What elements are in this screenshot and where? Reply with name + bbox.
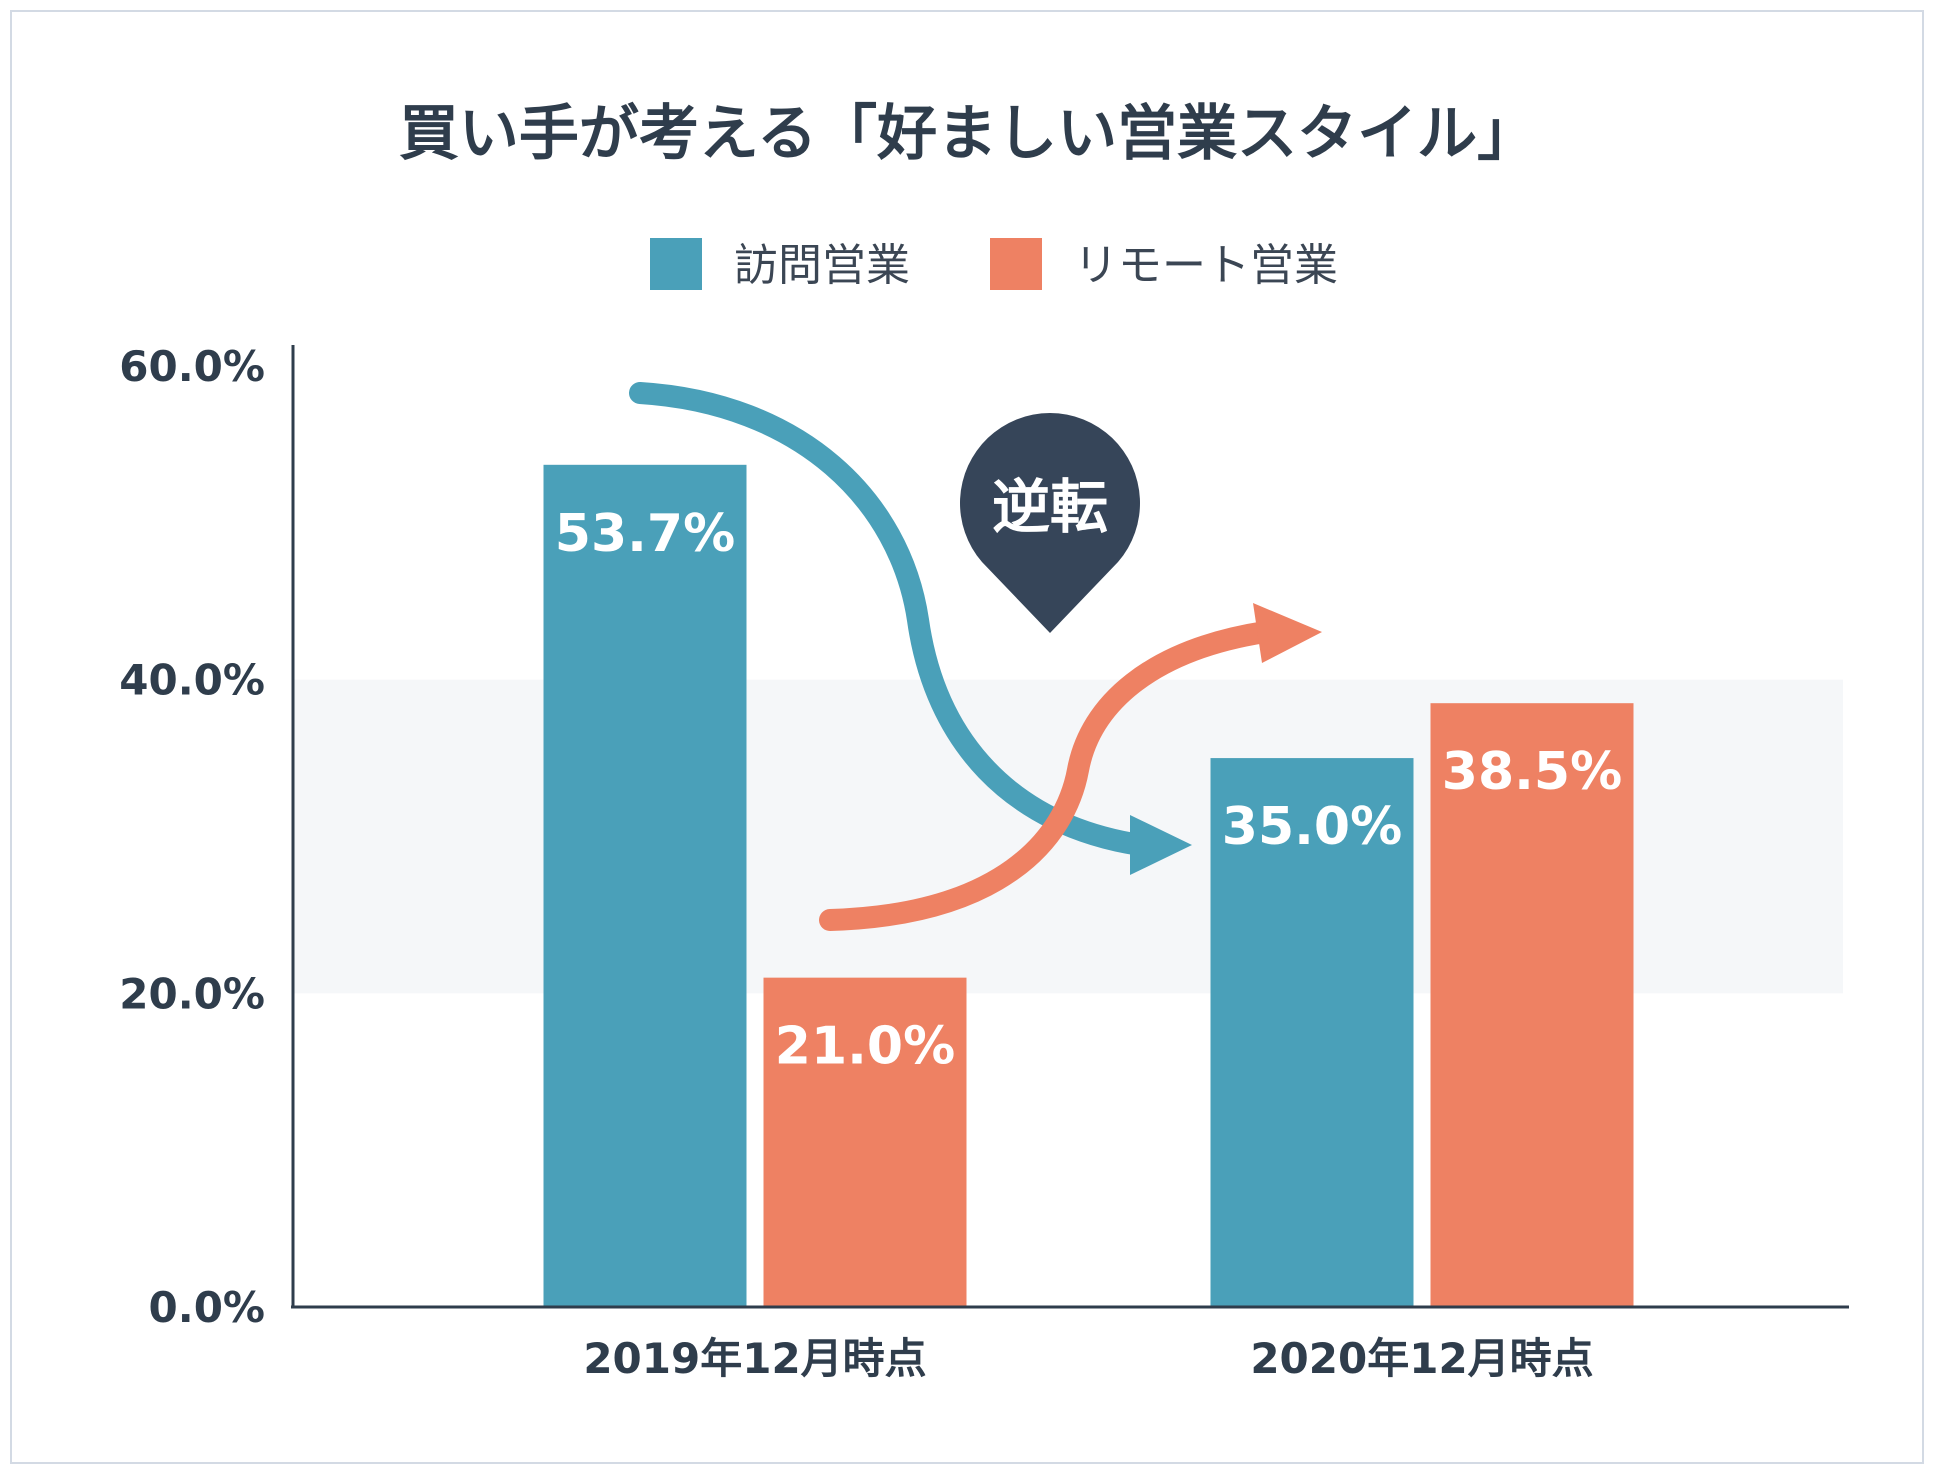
bars: 53.7% 21.0% 35.0% 38.5%: [543, 464, 1634, 1307]
y-axis-ticks: 0.0% 20.0% 40.0% 60.0%: [119, 342, 265, 1332]
legend-swatch-remote: [990, 238, 1042, 290]
reversal-badge: 逆転: [960, 413, 1140, 633]
bar-visit-1: [543, 464, 747, 1307]
reversal-badge-text: 逆転: [992, 473, 1108, 541]
legend-label-visit: 訪問営業: [734, 240, 910, 291]
bar-value-label: 38.5%: [1442, 742, 1622, 802]
legend-swatch-visit: [650, 238, 702, 290]
bar-remote-2: [1430, 703, 1634, 1307]
x-category-label: 2020年12月時点: [1250, 1334, 1593, 1383]
y-tick-label: 20.0%: [119, 969, 265, 1018]
bar-remote-1: [763, 977, 967, 1307]
chart-title: 買い手が考える「好ましい営業スタイル」: [399, 99, 1537, 169]
y-tick-label: 0.0%: [149, 1283, 265, 1332]
x-axis-labels: 2019年12月時点 2020年12月時点: [583, 1334, 1593, 1383]
y-tick-label: 60.0%: [119, 342, 265, 391]
y-tick-label: 40.0%: [119, 656, 265, 705]
x-category-label: 2019年12月時点: [583, 1334, 926, 1383]
decrease-arrow: [629, 382, 1192, 875]
bar-value-label: 35.0%: [1222, 797, 1402, 857]
legend-label-remote: リモート営業: [1074, 240, 1338, 291]
bar-value-label: 21.0%: [775, 1017, 955, 1077]
legend: 訪問営業 リモート営業: [650, 238, 1338, 291]
bar-visit-2: [1210, 758, 1414, 1307]
increase-arrow: [819, 603, 1322, 931]
bar-value-label: 53.7%: [555, 504, 735, 564]
